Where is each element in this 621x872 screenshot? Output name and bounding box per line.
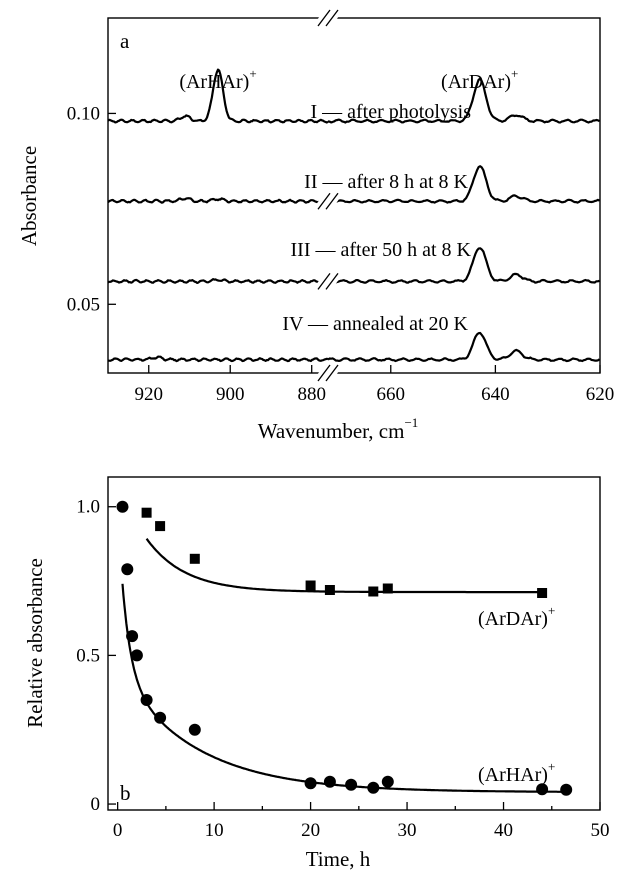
- axis-break-mark: [317, 364, 331, 382]
- panel-a-letter: a: [120, 29, 130, 53]
- panel-a-x-tick-label: 900: [216, 384, 245, 405]
- point-ardar: [382, 583, 393, 594]
- panel-a-ticks: 920 900 880 660 640 620 0.10 0.05: [67, 103, 615, 405]
- panel-a-x-tick-label: 620: [586, 384, 615, 405]
- spectrum-label-1: I — after photolysis: [310, 101, 471, 123]
- panel-b-y-tick-label: 0.5: [76, 645, 100, 666]
- fit-curve-arhar: [121, 583, 566, 793]
- point-arhar: [304, 777, 317, 790]
- panel-a-y-tick-label: 0.05: [67, 294, 100, 315]
- peak-label-ardar: (ArDAr)+: [441, 66, 518, 93]
- panel-b-ticks: 0 10 20 30 40 50 0 0.5 1.0: [76, 497, 609, 841]
- point-arhar: [536, 783, 549, 796]
- point-arhar: [188, 723, 201, 736]
- point-ardar: [324, 585, 335, 595]
- panel-a-y-tick-label: 0.10: [67, 103, 100, 124]
- axis-break-mark: [325, 9, 339, 27]
- point-arhar: [323, 775, 336, 788]
- spectrum-label-2: II — after 8 h at 8 K: [304, 171, 468, 193]
- point-arhar: [121, 563, 134, 576]
- spectrum-2: [107, 165, 600, 204]
- panel-b-x-tick-label: 50: [591, 820, 610, 841]
- axis-break-mark: [325, 272, 339, 290]
- point-arhar: [345, 778, 358, 791]
- panel-a-x-tick-label: 660: [377, 384, 406, 405]
- panel-b-x-tick-label: 10: [205, 820, 224, 841]
- point-ardar: [189, 553, 200, 564]
- axis-break-mark: [325, 192, 339, 210]
- panel-b-x-tick-label: 30: [398, 820, 417, 841]
- spectrum-1: [107, 68, 600, 124]
- axis-break-mark: [317, 192, 331, 210]
- point-arhar: [560, 783, 573, 796]
- point-arhar: [116, 500, 129, 513]
- panel-a-x-tick-label: 640: [481, 384, 510, 405]
- point-ardar: [141, 507, 152, 518]
- spectrum-4: [107, 331, 601, 363]
- panel-a-axis-breaks: [315, 8, 341, 383]
- panel-a-spectra: [107, 68, 601, 363]
- panel-b-x-axis-title: Time, h: [306, 847, 371, 871]
- peak-label-arhar: (ArHAr)+: [179, 66, 256, 93]
- panel-b-x-tick-label: 40: [494, 820, 513, 841]
- point-arhar: [126, 630, 139, 643]
- panel-b-fit-curves: [121, 538, 566, 793]
- panel-b-points: [116, 500, 573, 796]
- spectrum-label-4: IV — annealed at 20 K: [282, 313, 468, 335]
- point-ardar: [537, 588, 548, 598]
- point-arhar: [140, 694, 153, 706]
- panel-b: 0 10 20 30 40 50 0 0.5 1.0 b (ArDAr)+ (ArHAr)+ R…: [23, 476, 610, 871]
- spectrum-3: [107, 247, 600, 284]
- point-ardar: [368, 586, 379, 597]
- panel-a-x-tick-label: 880: [297, 384, 326, 405]
- panel-a-x-tick-label: 920: [134, 384, 163, 405]
- axis-break-mark: [317, 9, 331, 27]
- panel-a-frame: [107, 17, 601, 374]
- point-arhar: [381, 775, 394, 788]
- panel-b-x-tick-label: 20: [301, 820, 320, 841]
- panel-a: 920 900 880 660 640 620 0.10 0.05 a (ArHAr)+ (A…: [17, 8, 615, 443]
- point-ardar: [155, 521, 166, 532]
- point-ardar: [305, 580, 316, 591]
- panel-b-letter: b: [120, 781, 131, 805]
- series-label-ardar: (ArDAr)+: [478, 603, 555, 630]
- axis-break-mark: [317, 272, 331, 290]
- panel-b-frame: [107, 476, 601, 811]
- panel-b-y-tick-label: 0: [91, 794, 101, 815]
- panel-b-y-tick-label: 1.0: [76, 497, 100, 518]
- point-arhar: [130, 649, 143, 662]
- series-label-arhar: (ArHAr)+: [478, 759, 555, 786]
- panel-a-y-axis-title: Absorbance: [17, 146, 41, 246]
- point-arhar: [154, 711, 167, 724]
- fit-curve-ardar: [145, 538, 541, 594]
- panel-b-x-tick-label: 0: [113, 820, 123, 841]
- axis-break-mark: [325, 364, 339, 382]
- panel-a-x-axis-title: Wavenumber, cm−1: [258, 415, 419, 443]
- spectrum-label-3: III — after 50 h at 8 K: [291, 239, 472, 261]
- panel-b-y-axis-title: Relative absorbance: [23, 558, 47, 728]
- point-arhar: [367, 781, 380, 794]
